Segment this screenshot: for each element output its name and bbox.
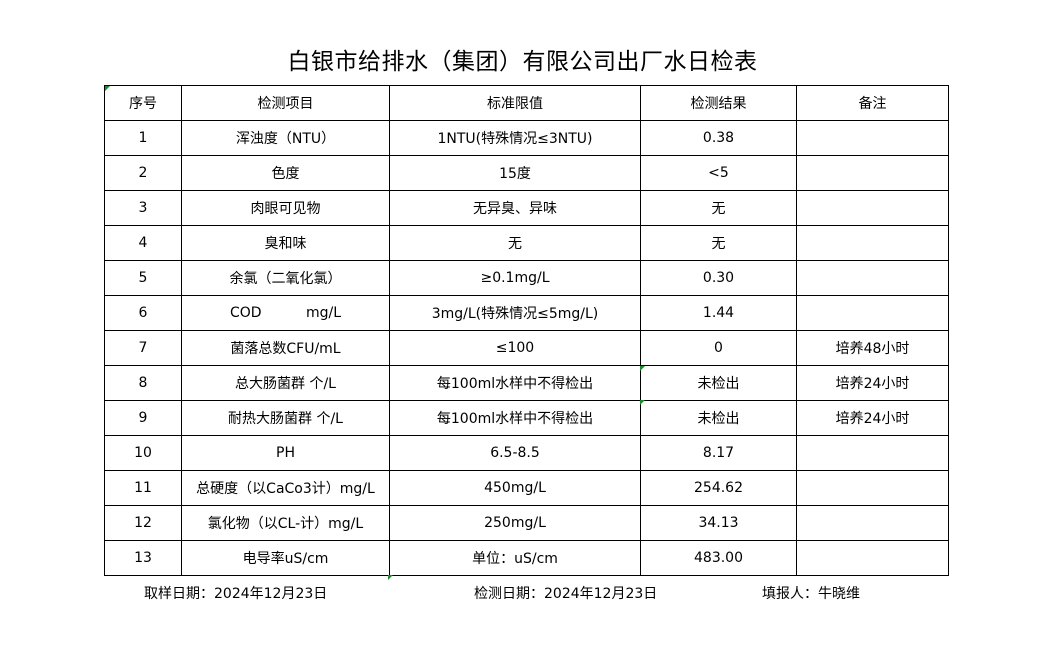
cell-result[interactable]: 483.00 [640, 540, 797, 576]
cell-limit[interactable]: 6.5-8.5 [389, 435, 641, 471]
cell-marker-icon [388, 575, 393, 580]
cell-result[interactable]: 无 [640, 190, 797, 226]
cell-limit[interactable]: 1NTU(特殊情况≤3NTU) [389, 120, 641, 156]
cell-result[interactable]: 254.62 [640, 470, 797, 506]
table-row: 6 COD mg/L 3mg/L(特殊情况≤5mg/L) 1.44 [104, 295, 949, 331]
table-row: 5 余氯（二氧化氯） ≥0.1mg/L 0.30 [104, 260, 949, 296]
header-cell-item[interactable]: 检测项目 [181, 85, 390, 121]
table-row: 4 臭和味无无 [104, 225, 949, 261]
cell-index[interactable]: 9 [104, 400, 182, 436]
cell-result[interactable]: 0.38 [640, 120, 797, 156]
cell-index[interactable]: 10 [104, 435, 182, 471]
page-title: 白银市给排水（集团）有限公司出厂水日检表 [287, 49, 758, 75]
cell-result[interactable]: 未检出 [640, 365, 797, 401]
header-cell-note[interactable]: 备注 [796, 85, 949, 121]
header-cell-result[interactable]: 检测结果 [640, 85, 797, 121]
header-cell-index[interactable]: 序号 [104, 85, 182, 121]
cell-note[interactable] [796, 225, 949, 261]
cell-result[interactable]: 无 [640, 225, 797, 261]
cell-limit[interactable]: 无 [389, 225, 641, 261]
cell-note[interactable] [796, 540, 949, 576]
table-row: 2 色度 15度 <5 [104, 155, 949, 191]
cell-limit[interactable]: 15度 [389, 155, 641, 191]
cell-limit[interactable]: 每100ml水样中不得检出 [389, 400, 641, 436]
cell-index[interactable]: 11 [104, 470, 182, 506]
cell-item[interactable]: 肉眼可见物 [181, 190, 390, 226]
cell-index[interactable]: 5 [104, 260, 182, 296]
table-row: 8 总大肠菌群 个/L 每100ml水样中不得检出 未检出 培养24小时 [104, 365, 949, 401]
cell-index[interactable]: 7 [104, 330, 182, 366]
cell-note[interactable]: 培养24小时 [796, 400, 949, 436]
table-row: 11 总硬度（以CaCo3计）mg/L 450mg/L 254.62 [104, 470, 949, 506]
cell-result[interactable]: 0.30 [640, 260, 797, 296]
cell-note[interactable] [796, 295, 949, 331]
cell-limit[interactable]: 3mg/L(特殊情况≤5mg/L) [389, 295, 641, 331]
cell-result[interactable]: 8.17 [640, 435, 797, 471]
cell-marker-icon [105, 86, 110, 91]
table-row: 1 浑浊度（NTU） 1NTU(特殊情况≤3NTU) 0.38 [104, 120, 949, 156]
cell-limit[interactable]: ≥0.1mg/L [389, 260, 641, 296]
cell-index[interactable]: 8 [104, 365, 182, 401]
cell-index[interactable]: 4 [104, 225, 182, 261]
cell-result[interactable]: 34.13 [640, 505, 797, 541]
table-row: 10 PH 6.5-8.5 8.17 [104, 435, 949, 471]
cell-result[interactable]: <5 [640, 155, 797, 191]
cell-item[interactable]: 色度 [181, 155, 390, 191]
cell-limit[interactable]: 单位：uS/cm [389, 540, 641, 576]
sample-date: 取样日期：2024年12月23日 [144, 586, 328, 602]
inspection-table: 序号 检测项目 标准限值 检测结果 备注 1 浑浊度（NTU） 1NTU(特殊情况≤… [104, 85, 949, 576]
cell-note[interactable] [796, 190, 949, 226]
table-row: 7 菌落总数CFU/mL ≤100 0 培养48小时 [104, 330, 949, 366]
cell-item[interactable]: 总大肠菌群 个/L [181, 365, 390, 401]
cell-limit[interactable]: 250mg/L [389, 505, 641, 541]
cell-note[interactable] [796, 470, 949, 506]
cell-index[interactable]: 3 [104, 190, 182, 226]
header-cell-limit[interactable]: 标准限值 [389, 85, 641, 121]
cell-item[interactable]: COD mg/L [181, 295, 390, 331]
cell-item[interactable]: 余氯（二氧化氯） [181, 260, 390, 296]
cell-item[interactable]: PH [181, 435, 390, 471]
cell-item[interactable]: 电导率uS/cm [181, 540, 390, 576]
cell-note[interactable] [796, 155, 949, 191]
cell-item[interactable]: 总硬度（以CaCo3计）mg/L [181, 470, 390, 506]
cell-result[interactable]: 1.44 [640, 295, 797, 331]
cell-note[interactable] [796, 435, 949, 471]
header-row: 序号 检测项目 标准限值 检测结果 备注 [104, 85, 949, 121]
cell-index[interactable]: 13 [104, 540, 182, 576]
cell-note[interactable]: 培养48小时 [796, 330, 949, 366]
table-row: 12 氯化物（以CL-计）mg/L 250mg/L 34.13 [104, 505, 949, 541]
cell-index[interactable]: 1 [104, 120, 182, 156]
cell-limit[interactable]: 无异臭、异味 [389, 190, 641, 226]
reporter: 填报人：牛晓维 [762, 586, 860, 602]
table-row: 9 耐热大肠菌群 个/L 每100ml水样中不得检出 未检出 培养24小时 [104, 400, 949, 436]
cell-index[interactable]: 12 [104, 505, 182, 541]
cell-limit[interactable]: ≤100 [389, 330, 641, 366]
cell-item[interactable]: 耐热大肠菌群 个/L [181, 400, 390, 436]
cell-note[interactable] [796, 120, 949, 156]
cell-index[interactable]: 6 [104, 295, 182, 331]
cell-marker-icon [640, 366, 645, 371]
cell-limit[interactable]: 450mg/L [389, 470, 641, 506]
cell-item[interactable]: 臭和味 [181, 225, 390, 261]
cell-item[interactable]: 浑浊度（NTU） [181, 120, 390, 156]
table-row: 3 肉眼可见物 无异臭、异味无 [104, 190, 949, 226]
cell-limit[interactable]: 每100ml水样中不得检出 [389, 365, 641, 401]
cell-result[interactable]: 0 [640, 330, 797, 366]
cell-item[interactable]: 氯化物（以CL-计）mg/L [181, 505, 390, 541]
cell-note[interactable]: 培养24小时 [796, 365, 949, 401]
cell-marker-icon [640, 400, 645, 405]
cell-result[interactable]: 未检出 [640, 400, 797, 436]
cell-index[interactable]: 2 [104, 155, 182, 191]
test-date: 检测日期：2024年12月23日 [474, 586, 658, 602]
cell-note[interactable] [796, 505, 949, 541]
cell-note[interactable] [796, 260, 949, 296]
table-row: 13 电导率uS/cm 单位：uS/cm 483.00 [104, 540, 949, 576]
cell-item[interactable]: 菌落总数CFU/mL [181, 330, 390, 366]
